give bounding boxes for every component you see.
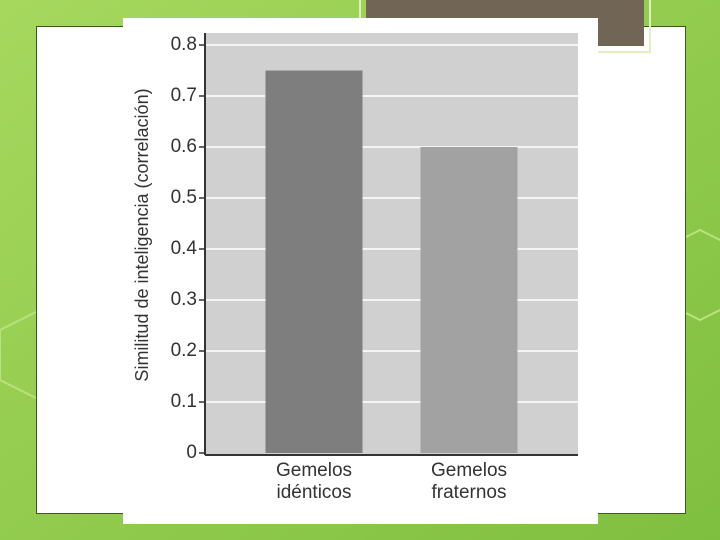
x-tick-label: Gemelos fraternos — [430, 460, 508, 503]
y-axis-label: Similitud de inteligencia (correlación) — [132, 88, 152, 381]
y-tick-label: 0.7 — [171, 85, 197, 106]
bar — [265, 70, 363, 453]
y-tick-label: 0.8 — [171, 34, 197, 55]
y-tick-label: 0.6 — [171, 136, 197, 157]
y-tick-label: 0.4 — [171, 238, 198, 259]
y-tick-label: 0.3 — [171, 289, 197, 310]
x-tick-label: Gemelos idénticos — [275, 460, 353, 503]
y-tick-label: 0.2 — [171, 340, 197, 361]
y-tick-label: 0.1 — [171, 391, 197, 412]
y-tick-label: 0.5 — [171, 187, 197, 208]
y-tick-label: 0 — [186, 442, 197, 463]
bar — [420, 147, 518, 453]
